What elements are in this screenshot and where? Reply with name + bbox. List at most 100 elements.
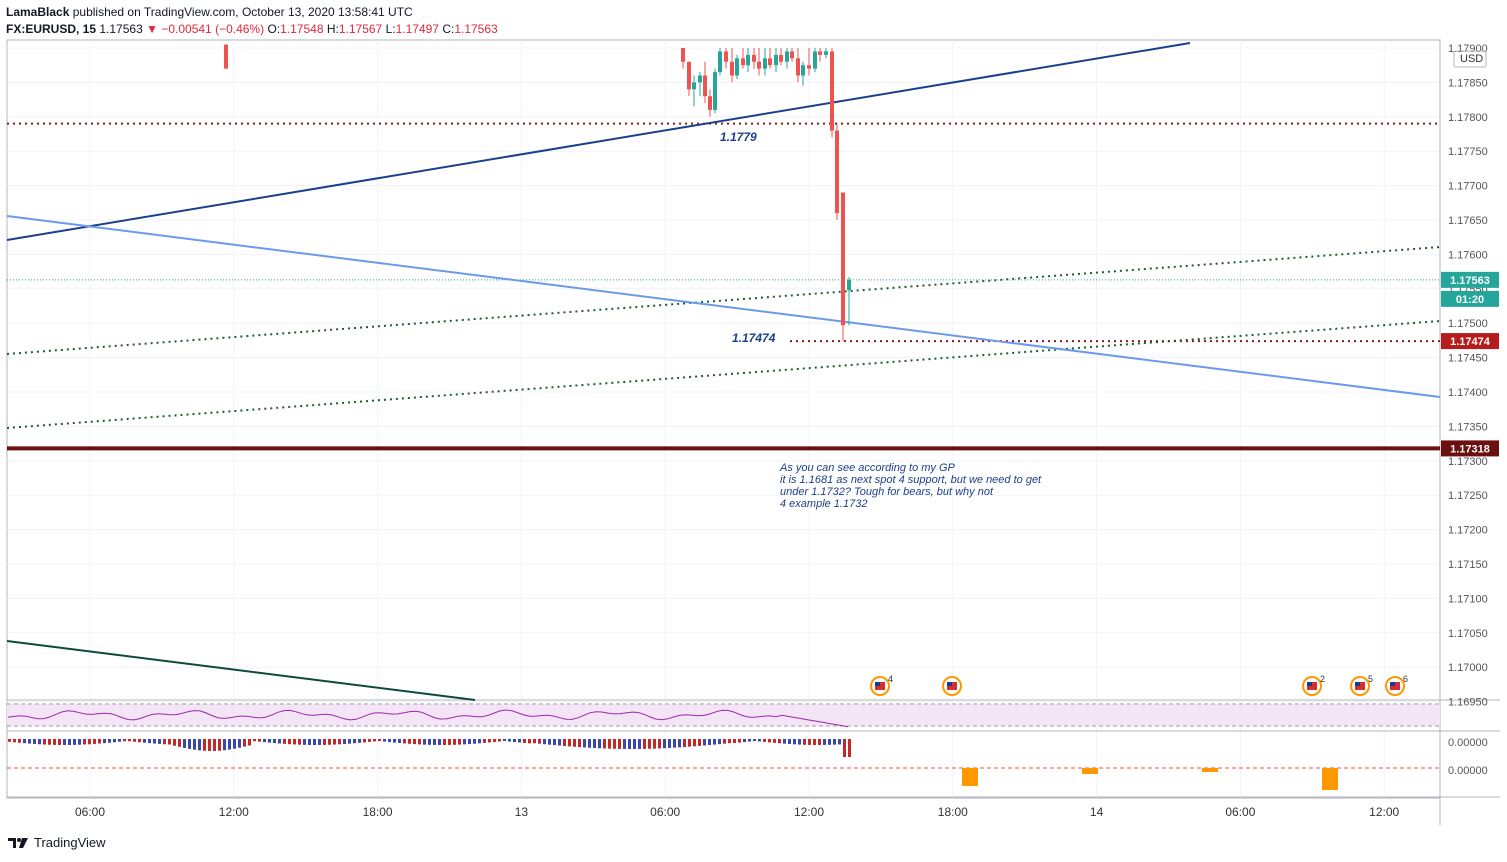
x-tick-label: 18:00 — [363, 805, 393, 819]
y-tick-label: 1.17100 — [1448, 593, 1488, 605]
ao-bar — [568, 739, 571, 747]
ao-bar — [478, 739, 481, 744]
x-tick-label: 06:00 — [75, 805, 105, 819]
ao-bar — [33, 739, 36, 744]
ao-bar — [258, 739, 261, 742]
ao-bar — [818, 739, 821, 745]
ao-bar — [198, 739, 201, 751]
note-line: As you can see according to my GP — [779, 462, 956, 474]
ao-bar — [403, 739, 406, 744]
x-tick-label: 18:00 — [938, 805, 968, 819]
ao-bar — [393, 739, 396, 743]
candle-body — [698, 75, 702, 83]
y-tick-label: 1.17050 — [1448, 628, 1488, 640]
ao-bar — [843, 739, 846, 757]
ao-bar — [493, 739, 496, 742]
ao-bar — [693, 739, 696, 747]
ao-bar — [423, 739, 426, 745]
ao-bar — [483, 739, 486, 743]
y-tick-label: 1.17850 — [1448, 77, 1488, 89]
ao-bar — [578, 739, 581, 748]
candle-body — [692, 82, 696, 90]
ao-bar — [488, 739, 491, 743]
ao-bar — [583, 739, 586, 748]
ao-bar — [473, 739, 476, 744]
trendline-lower — [6, 640, 476, 701]
ao-bar — [683, 739, 686, 748]
ao-bar — [78, 739, 81, 745]
ao-bar — [623, 739, 626, 749]
y-tick-label: 1.17750 — [1448, 146, 1488, 158]
ao-bar — [643, 739, 646, 749]
ao-bar — [608, 739, 611, 749]
ao-bar — [733, 739, 736, 744]
ao-bar — [218, 739, 221, 751]
ao-bar — [293, 739, 296, 745]
candle-body — [724, 51, 728, 62]
ao-bar — [448, 739, 451, 745]
ao-bar — [378, 739, 381, 742]
event-impact-bar — [1082, 768, 1098, 774]
ao-bar — [73, 739, 76, 745]
ao-bar — [328, 739, 331, 745]
ao-bar — [58, 739, 61, 745]
ao-bar — [678, 739, 681, 748]
ao-bar — [723, 739, 726, 744]
symbol-label[interactable]: FX:EURUSD, 15 — [6, 22, 97, 36]
ao-bar — [173, 739, 176, 746]
ao-bar — [458, 739, 461, 745]
tradingview-logo[interactable]: TradingView — [8, 835, 106, 850]
ao-bar — [453, 739, 456, 745]
ao-bar — [163, 739, 166, 745]
candle-body — [824, 51, 828, 55]
y-tick-label: 1.17600 — [1448, 249, 1488, 261]
ao-bar — [613, 739, 616, 749]
y-tick-label: 1.17450 — [1448, 353, 1488, 365]
candle-body — [752, 54, 756, 62]
support-price-tag: 1.17318 — [1450, 443, 1490, 455]
candle-body — [801, 65, 805, 76]
candle-body — [746, 54, 750, 66]
author-name[interactable]: LamaBlack — [6, 5, 70, 19]
ao-bar — [553, 739, 556, 746]
ao-bar — [88, 739, 91, 745]
candle-body — [830, 51, 834, 131]
candle-body — [790, 51, 794, 59]
ao-bar — [628, 739, 631, 749]
x-tick-label: 12:00 — [219, 805, 249, 819]
ao-bar — [813, 739, 816, 745]
ao-bar — [413, 739, 416, 745]
ao-bar — [183, 739, 186, 748]
ao-bar — [133, 739, 136, 742]
publish-info: published on TradingView.com, October 13… — [72, 5, 413, 19]
ao-bar — [798, 739, 801, 745]
y-tick-label: 1.17200 — [1448, 525, 1488, 537]
trendline-falling — [6, 215, 1441, 398]
ao-bar — [728, 739, 731, 744]
flag-canton — [1390, 682, 1395, 686]
y-tick-label: 1.17650 — [1448, 215, 1488, 227]
ao-bar — [208, 739, 211, 751]
ao-bar — [638, 739, 641, 749]
ao-bar — [748, 739, 751, 742]
ao-bar — [618, 739, 621, 749]
ao-bar — [408, 739, 411, 744]
event-impact-bar — [1202, 768, 1218, 772]
open-label: O: — [267, 22, 281, 36]
ao-bar — [253, 739, 256, 742]
ao-bar — [323, 739, 326, 745]
note-line: under 1.1732? Tough for bears, but why n… — [780, 486, 994, 498]
ao-bar — [673, 739, 676, 748]
ao-bar — [313, 739, 316, 745]
ao-bar — [763, 739, 766, 742]
event-count: 6 — [1403, 674, 1408, 684]
indicator-tick-label: 0.00000 — [1448, 737, 1488, 749]
countdown-tag-bg — [1441, 290, 1499, 307]
low-price-tag-bg — [1441, 333, 1499, 350]
ao-bar — [573, 739, 576, 747]
ao-bar — [68, 739, 71, 745]
last-price-tag: 1.17563 — [1450, 275, 1490, 287]
ao-bar — [708, 739, 711, 746]
ao-bar — [93, 739, 96, 744]
